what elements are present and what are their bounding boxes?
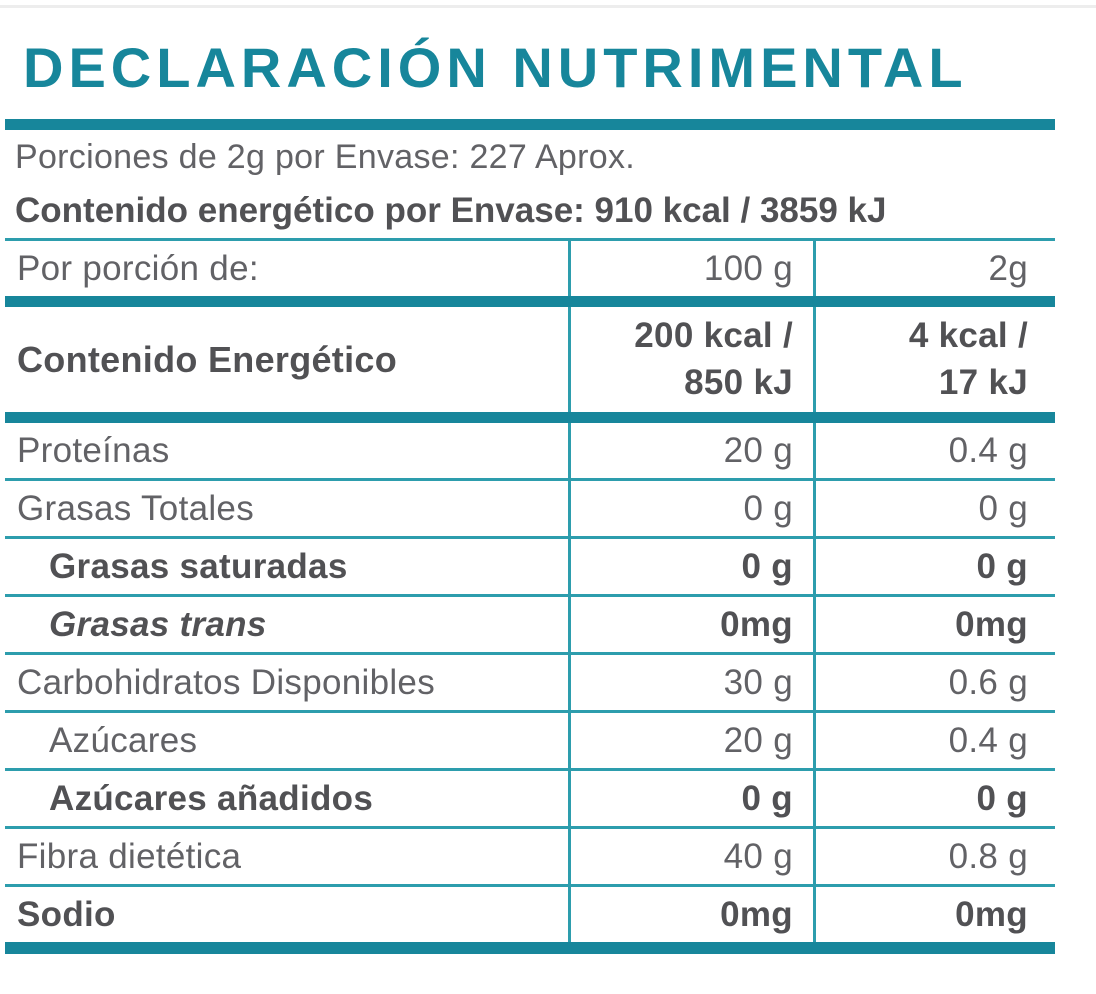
thick-divider [5, 412, 1055, 423]
value-per-serving: 0.4 g [813, 713, 1055, 768]
servings-line: Porciones de 2g por Envase: 227 Aprox. [5, 130, 1055, 184]
row-azucares-anadidos: Azúcares añadidos 0 g 0 g [5, 771, 1055, 826]
value-per-serving: 0.6 g [813, 655, 1055, 710]
row-proteinas: Proteínas 20 g 0.4 g [5, 423, 1055, 478]
value-per-100g: 20 g [568, 423, 813, 478]
value-per-serving: 0 g [813, 481, 1055, 536]
nutrient-label: Fibra dietética [17, 836, 242, 876]
value-per-100g: 20 g [568, 713, 813, 768]
energy-per-100g-line1: 200 kcal / [634, 316, 793, 356]
nutrient-label: Sodio [17, 894, 116, 934]
column-header-per-100g: 100 g [568, 241, 813, 296]
value-per-serving: 0mg [813, 597, 1055, 652]
thick-divider-bottom [5, 942, 1055, 954]
energy-per-serving-line2: 17 kJ [938, 362, 1028, 402]
nutrient-label: Grasas Totales [17, 488, 254, 528]
value-per-serving: 0 g [813, 771, 1055, 826]
thick-divider-top [5, 119, 1055, 130]
value-per-100g: 0mg [568, 887, 813, 942]
servings-text: Porciones de 2g por Envase: 227 Aprox. [15, 137, 636, 176]
value-per-100g: 0 g [568, 771, 813, 826]
page-title: DECLARACIÓN NUTRIMENTAL [23, 36, 968, 99]
value-per-100g: 0 g [568, 539, 813, 594]
row-azucares: Azúcares 20 g 0.4 g [5, 713, 1055, 768]
title-row: DECLARACIÓN NUTRIMENTAL [5, 0, 1055, 119]
value-per-100g: 30 g [568, 655, 813, 710]
thin-divider [5, 768, 1055, 771]
value-per-serving: 0.4 g [813, 423, 1055, 478]
energy-per-serving-line1: 4 kcal / [908, 316, 1028, 356]
column-header-per-serving: 2g [813, 241, 1055, 296]
value-per-100g: 200 kcal / 850 kJ [568, 307, 813, 412]
nutrient-label: Contenido Energético [17, 338, 398, 380]
nutrient-label: Azúcares añadidos [49, 778, 374, 818]
value-per-100g: 0 g [568, 481, 813, 536]
value-per-100g: 40 g [568, 829, 813, 884]
row-grasas-trans: Grasas trans 0mg 0mg [5, 597, 1055, 652]
thin-divider [5, 710, 1055, 713]
thin-divider [5, 594, 1055, 597]
value-per-serving: 4 kcal / 17 kJ [813, 307, 1055, 412]
nutrition-facts-table: DECLARACIÓN NUTRIMENTAL Porciones de 2g … [5, 0, 1055, 954]
row-fibra-dietetica: Fibra dietética 40 g 0.8 g [5, 829, 1055, 884]
value-per-100g: 0mg [568, 597, 813, 652]
thin-divider [5, 238, 1055, 241]
row-sodio: Sodio 0mg 0mg [5, 887, 1055, 942]
nutrient-label: Proteínas [17, 430, 170, 470]
thin-divider [5, 536, 1055, 539]
value-per-serving: 0mg [813, 887, 1055, 942]
column-header-row: Por porción de: 100 g 2g [5, 241, 1055, 296]
nutrient-label: Azúcares [49, 720, 198, 760]
nutrient-label: Grasas saturadas [49, 546, 348, 586]
value-per-serving: 0 g [813, 539, 1055, 594]
thin-divider [5, 884, 1055, 887]
energy-per-package-line: Contenido energético por Envase: 910 kca… [5, 184, 1055, 238]
nutrient-label: Grasas trans [49, 604, 267, 644]
nutrient-label: Carbohidratos Disponibles [17, 662, 435, 702]
row-carbohidratos-disponibles: Carbohidratos Disponibles 30 g 0.6 g [5, 655, 1055, 710]
row-contenido-energetico: Contenido Energético 200 kcal / 850 kJ 4… [5, 307, 1055, 412]
row-grasas-saturadas: Grasas saturadas 0 g 0 g [5, 539, 1055, 594]
energy-per-100g-line2: 850 kJ [684, 362, 793, 402]
column-header-label: Por porción de: [17, 248, 259, 288]
energy-per-package-text: Contenido energético por Envase: 910 kca… [15, 191, 887, 230]
page-top-edge [0, 5, 1096, 8]
thick-divider [5, 296, 1055, 307]
row-grasas-totales: Grasas Totales 0 g 0 g [5, 481, 1055, 536]
thin-divider [5, 826, 1055, 829]
thin-divider [5, 652, 1055, 655]
value-per-serving: 0.8 g [813, 829, 1055, 884]
thin-divider [5, 478, 1055, 481]
